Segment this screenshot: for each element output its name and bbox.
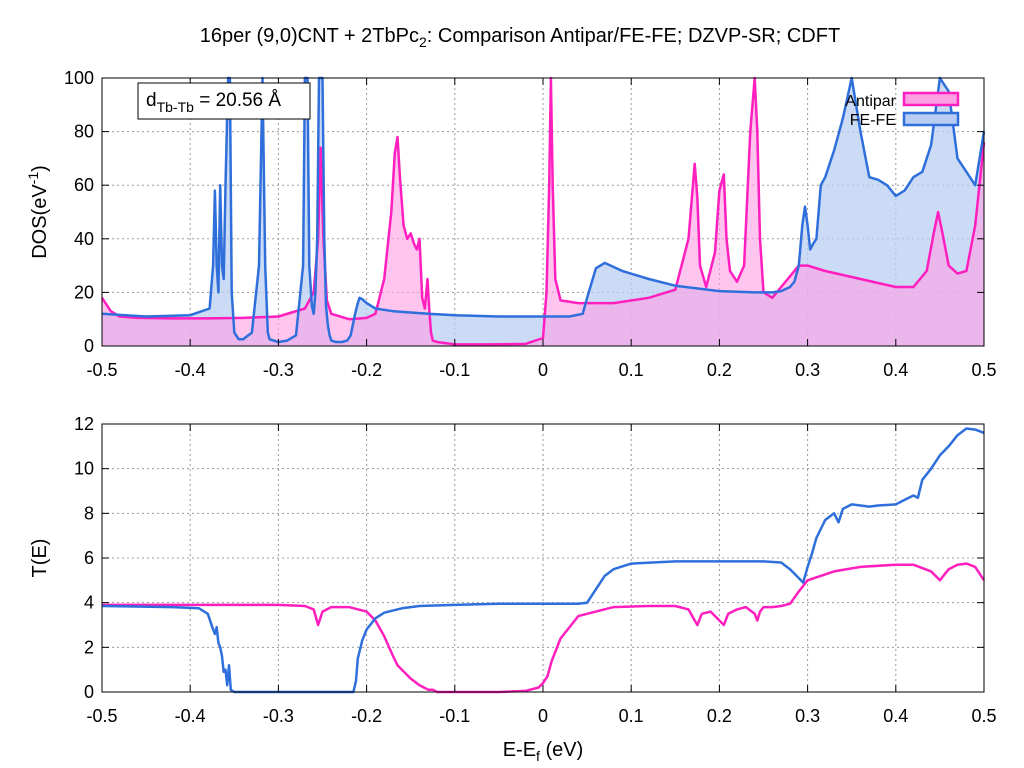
dos-line-fefe — [101, 76, 986, 344]
transmission-line-fefe — [101, 427, 985, 694]
dos-x-tick-label: -0.1 — [439, 360, 470, 380]
chart-title-main: 16per (9,0)CNT + 2TbPc — [200, 25, 419, 47]
transmission-lines — [101, 427, 986, 694]
chart-title-rest: : Comparison Antipar/FE-FE; DZVP-SR; CDF… — [427, 25, 840, 47]
distance-annotation-rest: = 20.56 Å — [194, 90, 281, 111]
dos-y-tick-label: 40 — [74, 229, 94, 249]
transmission-x-tick-label: -0.5 — [86, 706, 117, 726]
transmission-y-axis-label: T(E) — [29, 539, 51, 578]
x-axis-label: E-Ef (eV) — [503, 739, 584, 764]
transmission-x-ticks: -0.5 -0.4 -0.3 -0.2 -0.1 0 0.1 0.2 0.3 0.4 0.5 — [86, 424, 997, 726]
dos-y-axis-label: DOS(eV-1) — [25, 165, 51, 259]
dos-x-tick-label: -0.2 — [351, 360, 382, 380]
transmission-grid — [102, 424, 984, 692]
dos-x-tick-label: 0 — [538, 360, 548, 380]
x-axis-label-rest: (eV) — [540, 739, 583, 761]
chart-title-subscript: 2 — [419, 34, 427, 50]
legend-label-antipar: Antipar — [845, 93, 896, 110]
dos-panel: -0.5 -0.4 -0.3 -0.2 -0.1 0 0.1 0.2 0.3 0.4 0.5 0 20… — [25, 68, 997, 380]
chart-title: 16per (9,0)CNT + 2TbPc2: Comparison Anti… — [200, 25, 840, 50]
transmission-y-tick-label: 10 — [74, 459, 94, 479]
legend-swatch-antipar — [902, 91, 960, 107]
transmission-y-tick-label: 12 — [74, 414, 94, 434]
transmission-y-tick-label: 8 — [84, 503, 94, 523]
transmission-y-tick-label: 2 — [84, 637, 94, 657]
x-axis-label-base: E-E — [503, 739, 536, 761]
distance-annotation-base: d — [146, 90, 157, 111]
transmission-y-tick-label: 0 — [84, 682, 94, 702]
dos-y-tick-label: 20 — [74, 282, 94, 302]
legend: Antipar FE-FE — [845, 91, 960, 129]
transmission-x-tick-label: 0.4 — [883, 706, 908, 726]
distance-annotation-sub: Tb-Tb — [157, 99, 195, 115]
dos-y-tick-label: 0 — [84, 336, 94, 356]
dos-y-tick-label: 100 — [64, 68, 94, 88]
legend-label-fefe: FE-FE — [850, 112, 896, 129]
dos-y-tick-label: 60 — [74, 175, 94, 195]
distance-annotation: dTb-Tb = 20.56 Å — [137, 82, 311, 120]
transmission-panel: -0.5 -0.4 -0.3 -0.2 -0.1 0 0.1 0.2 0.3 0.4 0.5 0 2 4… — [29, 414, 997, 764]
dos-x-tick-label: 0.1 — [619, 360, 644, 380]
dos-x-ticks: -0.5 -0.4 -0.3 -0.2 -0.1 0 0.1 0.2 0.3 0.4 0.5 — [86, 78, 997, 380]
dos-x-tick-label: 0.4 — [883, 360, 908, 380]
dos-area-antipar — [102, 78, 984, 346]
distance-annotation-box — [137, 82, 311, 120]
dos-y-axis-label-close: ) — [29, 165, 51, 172]
dos-x-tick-label: -0.4 — [175, 360, 206, 380]
transmission-x-tick-label: 0.3 — [795, 706, 820, 726]
transmission-x-tick-label: -0.4 — [175, 706, 206, 726]
dos-x-tick-label: 0.3 — [795, 360, 820, 380]
transmission-x-tick-label: -0.2 — [351, 706, 382, 726]
transmission-x-tick-label: 0.1 — [619, 706, 644, 726]
legend-swatch-fefe — [902, 111, 960, 127]
dos-y-tick-label: 80 — [74, 122, 94, 142]
transmission-y-tick-label: 4 — [84, 593, 94, 613]
transmission-x-tick-label: 0.2 — [707, 706, 732, 726]
transmission-x-tick-label: -0.3 — [263, 706, 294, 726]
dos-y-ticks: 0 20 40 60 80 100 — [64, 68, 984, 356]
transmission-x-tick-label: -0.1 — [439, 706, 470, 726]
transmission-y-tick-label: 6 — [84, 548, 94, 568]
transmission-line-antipar — [102, 562, 986, 694]
x-axis-label-sub: f — [536, 748, 540, 764]
dos-y-axis-label-base: DOS(eV — [29, 184, 51, 259]
dos-x-tick-label: 0.2 — [707, 360, 732, 380]
dos-y-axis-label-sup: -1 — [25, 172, 41, 185]
transmission-x-tick-label: 0.5 — [971, 706, 996, 726]
dos-x-tick-label: -0.5 — [86, 360, 117, 380]
transmission-y-ticks: 0 2 4 6 8 10 12 — [74, 414, 984, 702]
dos-x-tick-label: -0.3 — [263, 360, 294, 380]
dos-x-tick-label: 0.5 — [971, 360, 996, 380]
transmission-x-tick-label: 0 — [538, 706, 548, 726]
distance-annotation-text: dTb-Tb = 20.56 Å — [146, 90, 281, 115]
